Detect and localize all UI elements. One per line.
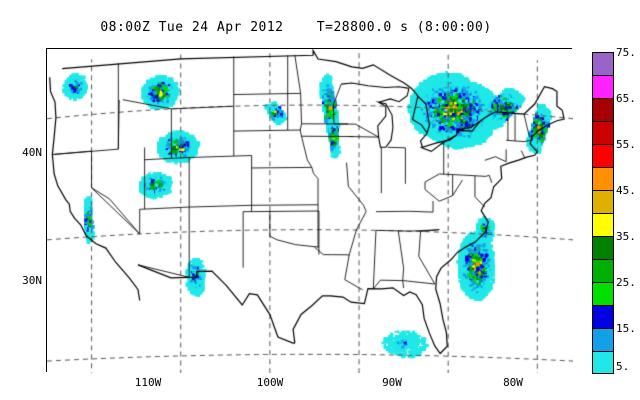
colorbar-label-15: 15.	[616, 322, 636, 335]
colorbar-band-15	[592, 328, 614, 351]
x-axis-tick-110w: 110W	[134, 376, 162, 389]
colorbar-label-55: 55.	[616, 138, 636, 151]
x-axis-tick-100w: 100W	[256, 376, 284, 389]
map-plot-area	[46, 48, 573, 373]
colorbar-label-5: 5.	[616, 360, 630, 373]
colorbar-band-60	[592, 121, 614, 144]
x-axis-tick-90w: 90W	[382, 376, 402, 389]
colorbar-band-50	[592, 167, 614, 190]
y-axis-tick-30n: 30N	[22, 274, 42, 287]
x-axis-tick-80w: 80W	[503, 376, 523, 389]
colorbar-band-70	[592, 75, 614, 98]
colorbar-band-40	[592, 213, 614, 236]
colorbar-label-65: 65.	[616, 92, 636, 105]
colorbar	[592, 52, 614, 374]
colorbar-band-45	[592, 190, 614, 213]
colorbar-label-25: 25.	[616, 276, 636, 289]
colorbar-label-35: 35.	[616, 230, 636, 243]
colorbar-band-10	[592, 351, 614, 374]
colorbar-band-30	[592, 259, 614, 282]
colorbar-band-35	[592, 236, 614, 259]
y-axis-tick-40n: 40N	[22, 146, 42, 159]
colorbar-label-45: 45.	[616, 184, 636, 197]
reflectivity-map-canvas	[47, 49, 573, 373]
colorbar-band-55	[592, 144, 614, 167]
colorbar-band-20	[592, 305, 614, 328]
colorbar-label-75: 75.	[616, 46, 636, 59]
colorbar-band-75	[592, 52, 614, 75]
figure-title: 08:00Z Tue 24 Apr 2012 T=28800.0 s (8:00…	[100, 20, 492, 35]
colorbar-band-65	[592, 98, 614, 121]
colorbar-band-25	[592, 282, 614, 305]
